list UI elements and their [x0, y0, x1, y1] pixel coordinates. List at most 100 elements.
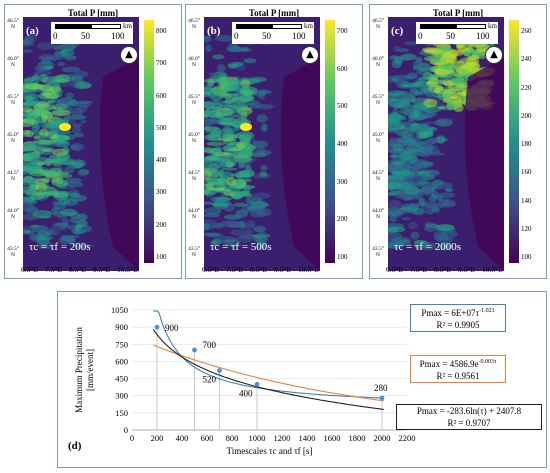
lat-label: 46.5° N	[372, 18, 384, 30]
lon-label: 7.5°E	[45, 265, 62, 274]
lat-label: 44.5° N	[188, 170, 200, 182]
timescale-label: τc = τf = 500s	[210, 241, 272, 253]
chart-panel: 0 150 300 450 600 750 900 1050 0 200 400 600 800 1000…	[57, 291, 547, 468]
map-panel-label: (b)	[207, 25, 221, 37]
y-tick-label: 900	[115, 322, 128, 332]
colorbar-tick: 400	[337, 140, 348, 148]
colorbar-tick: 100	[521, 253, 532, 261]
precipitation-map	[204, 17, 320, 271]
data-label: 900	[165, 323, 179, 333]
lon-label: 8.5°E	[250, 265, 267, 274]
lat-label: 46.5° N	[188, 18, 200, 30]
lat-label: 44.0° N	[188, 208, 200, 220]
lon-label: 6.5°E	[386, 265, 403, 274]
colorbar-tick: 260	[521, 27, 532, 35]
data-point	[154, 324, 160, 330]
lon-label: 8.5°E	[434, 265, 451, 274]
data-point	[217, 368, 222, 373]
power-fit-equation: Pmax = 6E+07τ	[421, 308, 480, 318]
exp-fit-equation: Pmax = 4586.9e	[419, 359, 479, 369]
lon-label: 7.5°E	[226, 265, 243, 274]
x-tick-label: 1600	[324, 433, 341, 443]
map-panel-label: (a)	[26, 25, 39, 37]
colorbar	[325, 20, 335, 263]
y-axis-label-unit: [mm/event]	[85, 349, 95, 391]
timescale-label: τc = τf = 200s	[29, 241, 91, 253]
lon-label: 10.5°E	[117, 265, 138, 274]
map-panel-3: Total P [mm] 46.5° N 46.0° N 45.5° N 45.0° N…	[369, 4, 547, 279]
scale-unit: km	[304, 22, 313, 30]
log-fit-box: Pmax = -283.6ln(τ) + 2407.8 R² = 0.9707	[396, 404, 542, 430]
colorbar-tick: 180	[521, 140, 532, 148]
y-tick-label: 150	[115, 408, 128, 418]
lat-label: 45.0° N	[7, 132, 19, 144]
scale-tick: 50	[446, 31, 455, 41]
scale-bar: 0 50 100 km	[416, 22, 498, 44]
lat-label: 43.5° N	[372, 246, 384, 258]
y-axis-label: Maximum Precipitation	[74, 327, 84, 413]
log-fit-equation: Pmax = -283.6ln(τ) + 2407.8	[416, 406, 522, 416]
colorbar-tick: 600	[337, 64, 348, 73]
lat-label: 45.0° N	[188, 132, 200, 144]
colorbar-tick: 400	[156, 156, 167, 165]
colorbar-tick: 100	[337, 253, 348, 261]
colorbar-tick: 300	[156, 188, 167, 197]
lon-label: 9.5°E	[274, 265, 291, 274]
colorbar-tick: 200	[521, 111, 532, 120]
lon-label: 8.5°E	[69, 265, 86, 274]
data-point	[379, 395, 385, 401]
data-label: 520	[203, 375, 217, 385]
north-arrow-icon: ▲	[301, 46, 319, 64]
map-title: Total P [mm]	[67, 8, 119, 18]
lat-label: 45.5° N	[188, 94, 200, 106]
lon-label: 10.5°E	[482, 265, 503, 274]
colorbar-tick: 220	[521, 83, 532, 92]
exp-fit-exponent: -0.003τ	[478, 359, 497, 365]
power-fit-curve	[153, 310, 384, 399]
lat-label: 44.5° N	[7, 170, 19, 182]
map-panel-label: (c)	[391, 25, 404, 37]
colorbar-tick: 500	[156, 123, 167, 132]
map-panel-2: Total P [mm] 46.5° N 46.0° N 45.5° N 45.0° N…	[185, 4, 363, 279]
lon-label: 9.5°E	[458, 265, 475, 274]
lon-label: 10.5°E	[298, 265, 319, 274]
scale-tick: 0	[234, 31, 239, 41]
x-tick-label: 1200	[274, 433, 291, 443]
data-label: 700	[203, 340, 217, 350]
x-tick-label: 800	[226, 433, 239, 443]
log-fit-r2: R² = 0.9707	[447, 418, 491, 428]
data-label: 280	[374, 383, 388, 393]
lat-label: 45.5° N	[7, 94, 19, 106]
x-tick-label: 2000	[374, 433, 391, 443]
scale-tick: 50	[262, 31, 271, 41]
scale-tick: 100	[111, 31, 125, 41]
x-tick-label: 400	[176, 433, 189, 443]
scale-tick: 0	[418, 31, 423, 41]
north-arrow-icon: ▲	[485, 46, 503, 64]
lat-label: 44.0° N	[7, 208, 19, 220]
scale-bar: 0 50 100 km	[232, 22, 314, 44]
power-fit-box: Pmax = 6E+07τ-1.021 R² = 0.9905	[410, 304, 506, 332]
exp-fit-curve	[153, 344, 384, 402]
x-axis-label: Timescales τc and τf [s]	[227, 446, 313, 456]
colorbar-tick: 240	[521, 55, 532, 64]
lon-label: 6.5°E	[202, 265, 219, 274]
lat-label: 43.5° N	[7, 246, 19, 258]
lat-label: 44.0° N	[372, 208, 384, 220]
precipitation-map	[388, 17, 504, 271]
log-fit-curve	[152, 328, 384, 410]
exp-fit-r2: R² = 0.9561	[436, 371, 480, 381]
y-tick-label: 600	[115, 356, 128, 366]
power-fit-r2: R² = 0.9905	[436, 320, 480, 330]
colorbar-tick: 300	[337, 177, 348, 186]
lat-label: 46.5° N	[7, 18, 19, 30]
north-arrow-icon: ▲	[120, 46, 138, 64]
scale-tick: 100	[476, 31, 490, 41]
colorbar-tick: 800	[156, 27, 167, 35]
x-tick-label: 0	[130, 433, 134, 443]
scale-tick: 0	[53, 31, 58, 41]
map-title: Total P [mm]	[432, 8, 484, 18]
scale-tick: 100	[292, 31, 306, 41]
lat-label: 44.5° N	[372, 170, 384, 182]
colorbar	[509, 20, 519, 263]
